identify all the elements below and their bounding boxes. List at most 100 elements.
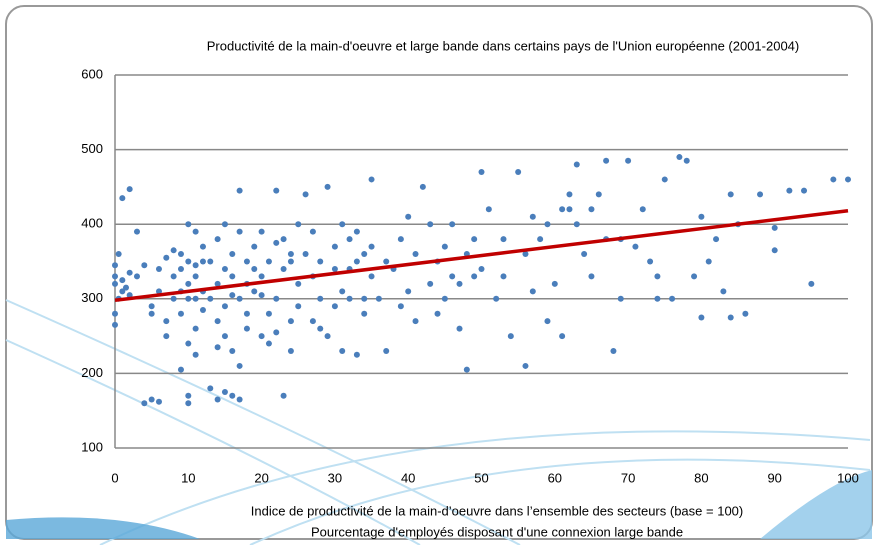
point [141, 400, 148, 407]
point [339, 348, 346, 355]
point [155, 398, 162, 405]
point [148, 310, 155, 317]
point [163, 333, 170, 340]
point [339, 288, 346, 295]
y-tick-label: 300 [81, 290, 103, 305]
point [112, 280, 118, 287]
point [177, 366, 184, 373]
point [676, 154, 683, 161]
point [339, 221, 346, 228]
decoration [760, 470, 872, 539]
point [287, 258, 294, 265]
point [661, 176, 668, 183]
point [287, 348, 294, 355]
point [331, 265, 338, 272]
point [122, 284, 129, 291]
point [559, 206, 566, 213]
point [185, 258, 192, 265]
point [478, 168, 485, 175]
point [632, 243, 639, 250]
point [265, 258, 272, 265]
point [251, 243, 258, 250]
point [133, 273, 140, 280]
point [500, 236, 507, 243]
point [265, 340, 272, 347]
point [236, 228, 243, 235]
point [471, 273, 478, 280]
point [507, 333, 514, 340]
point [397, 236, 404, 243]
point [236, 187, 243, 194]
point [273, 329, 280, 336]
x-tick-label: 40 [401, 470, 415, 485]
point [456, 280, 463, 287]
point [412, 251, 419, 258]
x-tick-label: 30 [328, 470, 342, 485]
point [192, 351, 199, 358]
point [112, 262, 118, 269]
point [141, 262, 148, 269]
x-tick-label: 0 [111, 470, 118, 485]
point [771, 224, 778, 231]
x-tick-label: 70 [621, 470, 635, 485]
point [705, 258, 712, 265]
point [434, 310, 441, 317]
point [713, 236, 720, 243]
x-tick-label: 80 [694, 470, 708, 485]
point [324, 183, 331, 190]
point [148, 396, 155, 403]
point [368, 243, 375, 250]
point [185, 400, 192, 407]
point [529, 213, 536, 220]
point [500, 273, 507, 280]
point [405, 288, 412, 295]
point [207, 385, 214, 392]
point [258, 333, 265, 340]
point [566, 206, 573, 213]
point [331, 303, 338, 310]
point [192, 273, 199, 280]
point [691, 273, 698, 280]
chart-title: Productivité de la main-d'oeuvre et larg… [207, 38, 800, 53]
point [185, 221, 192, 228]
point [353, 258, 360, 265]
point [287, 251, 294, 258]
point [185, 280, 192, 287]
point [243, 325, 250, 332]
point [478, 265, 485, 272]
point [229, 392, 236, 399]
point [119, 195, 126, 202]
point [280, 392, 287, 399]
point [383, 348, 390, 355]
point [163, 318, 170, 325]
point [185, 340, 192, 347]
point [449, 273, 456, 280]
point [207, 295, 214, 302]
point [287, 318, 294, 325]
point [771, 247, 778, 254]
point [412, 318, 419, 325]
point [698, 213, 705, 220]
point [361, 295, 368, 302]
point [654, 295, 661, 302]
point [361, 310, 368, 317]
point [727, 191, 734, 198]
point [368, 176, 375, 183]
point [229, 273, 236, 280]
trend-line [114, 209, 849, 303]
point [427, 221, 434, 228]
point [449, 221, 456, 228]
point [199, 306, 206, 313]
point [221, 303, 228, 310]
point [265, 310, 272, 317]
x-tick-label: 50 [474, 470, 488, 485]
point [639, 206, 646, 213]
point [727, 314, 734, 321]
point [383, 258, 390, 265]
point [515, 168, 522, 175]
point [170, 295, 177, 302]
point [185, 392, 192, 399]
point [192, 228, 199, 235]
point [757, 191, 764, 198]
point [485, 206, 492, 213]
